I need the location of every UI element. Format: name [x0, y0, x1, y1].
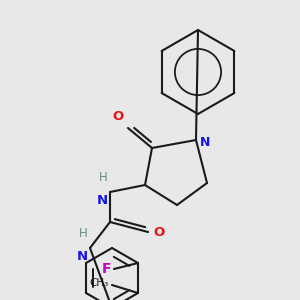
Text: N: N: [77, 250, 88, 263]
Text: H: H: [79, 227, 88, 240]
Text: O: O: [153, 226, 164, 239]
Text: CH₃: CH₃: [90, 278, 109, 288]
Text: N: N: [97, 194, 108, 207]
Text: H: H: [99, 171, 108, 184]
Text: F: F: [101, 262, 111, 276]
Text: O: O: [113, 110, 124, 123]
Text: N: N: [200, 136, 210, 148]
